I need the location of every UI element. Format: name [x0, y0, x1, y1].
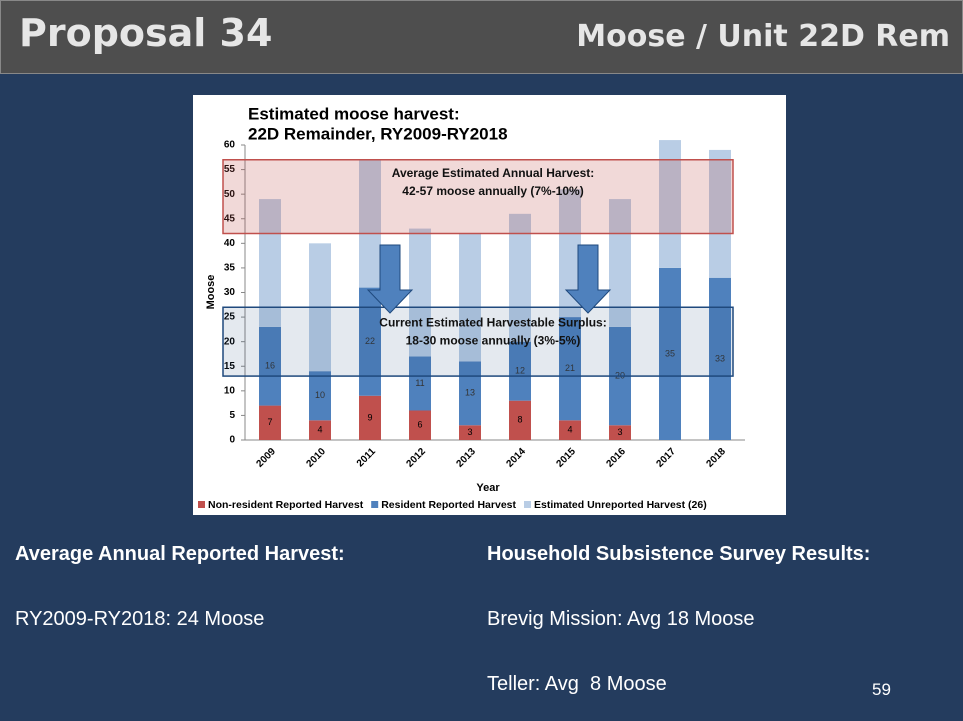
annotation-text: 42-57 moose annually (7%-10%) — [402, 184, 583, 198]
right-line: Brevig Mission: Avg 18 Moose — [487, 608, 755, 630]
bar-segment — [659, 140, 681, 268]
y-tick-label: 15 — [224, 361, 236, 372]
bar-segment — [709, 277, 731, 440]
y-tick-label: 35 — [224, 263, 236, 274]
bar-segment — [459, 425, 481, 440]
legend-label: Non-resident Reported Harvest — [208, 499, 364, 511]
arrow — [564, 244, 612, 314]
data-label: 4 — [567, 425, 572, 435]
x-tick-label: 2012 — [404, 446, 428, 470]
y-tick-label: 55 — [224, 164, 236, 175]
slide-title: Proposal 34 — [19, 11, 273, 55]
data-label: 16 — [265, 361, 275, 371]
y-tick-label: 30 — [224, 287, 236, 298]
slide-subtitle: Moose / Unit 22D Rem — [576, 19, 950, 54]
x-tick-label: 2013 — [454, 446, 478, 470]
chart-title: 22D Remainder, RY2009-RY2018 — [248, 124, 508, 143]
x-tick-label: 2009 — [254, 446, 278, 470]
bar-segment — [509, 341, 531, 401]
annotation-text: Current Estimated Harvestable Surplus: — [379, 315, 606, 329]
bar-segment — [409, 228, 431, 357]
legend-label: Resident Reported Harvest — [381, 499, 516, 511]
x-tick-label: 2018 — [704, 446, 728, 470]
bar-segment — [359, 287, 381, 396]
data-label: 7 — [267, 417, 272, 427]
arrow — [366, 244, 414, 314]
bar-segment — [359, 159, 381, 288]
bar-segment — [659, 267, 681, 440]
chart-title: Estimated moose harvest: — [248, 104, 460, 123]
left-heading: Average Annual Reported Harvest: — [15, 543, 345, 565]
data-label: 33 — [715, 353, 725, 363]
data-label: 35 — [665, 348, 675, 358]
header: Proposal 34 Moose / Unit 22D Rem — [0, 0, 963, 74]
legend-swatch — [198, 501, 205, 508]
x-axis-label: Year — [476, 482, 500, 494]
bar-segment — [409, 356, 431, 411]
page-number: 59 — [872, 680, 891, 699]
x-tick-label: 2015 — [554, 446, 578, 470]
data-label: 3 — [617, 427, 622, 437]
annotation-box — [222, 306, 734, 377]
bar-segment — [259, 405, 281, 440]
annotation-text: 18-30 moose annually (3%-5%) — [406, 333, 581, 347]
bar-segment — [459, 233, 481, 362]
y-tick-label: 10 — [224, 385, 236, 396]
x-tick-label: 2011 — [355, 446, 378, 469]
y-axis-label: Moose — [205, 275, 217, 310]
x-tick-label: 2010 — [304, 446, 328, 470]
bar-segment — [509, 400, 531, 440]
data-label: 12 — [515, 366, 525, 376]
y-tick-label: 40 — [224, 238, 236, 249]
legend-label: Estimated Unreported Harvest (26) — [534, 499, 707, 511]
data-label: 11 — [415, 378, 424, 388]
bar-segment — [309, 371, 331, 421]
data-label: 10 — [315, 390, 325, 400]
x-tick-label: 2016 — [604, 446, 628, 470]
data-label: 6 — [417, 420, 422, 430]
data-label: 13 — [465, 388, 475, 398]
bar-segment — [309, 420, 331, 440]
annotation-box — [222, 159, 734, 235]
chart: Estimated moose harvest: 22D Remainder, … — [198, 104, 745, 511]
bar-segment — [459, 361, 481, 426]
left-line: RY2009-RY2018: 24 Moose — [15, 608, 265, 630]
bar-segment — [559, 420, 581, 440]
annotation-text: Average Estimated Annual Harvest: — [392, 166, 595, 180]
y-tick-label: 20 — [224, 336, 236, 347]
bar-segment — [409, 410, 431, 440]
y-tick-label: 45 — [224, 213, 236, 224]
x-tick-label: 2017 — [654, 446, 678, 470]
y-tick-label: 0 — [229, 435, 235, 446]
bar-segment — [259, 326, 281, 406]
data-label: 9 — [367, 412, 372, 422]
bar-segment — [559, 317, 581, 421]
y-tick-label: 50 — [224, 189, 236, 200]
right-heading: Household Subsistence Survey Results: — [487, 543, 871, 565]
data-label: 8 — [517, 415, 522, 425]
legend-swatch — [524, 501, 531, 508]
data-label: 21 — [565, 363, 575, 373]
x-tick-label: 2014 — [504, 446, 528, 470]
data-label: 3 — [467, 427, 472, 437]
data-label: 4 — [317, 425, 322, 435]
y-tick-label: 25 — [224, 312, 236, 323]
bar-segment — [709, 149, 731, 278]
bar-segment — [259, 199, 281, 327]
bar-segment — [609, 199, 631, 327]
right-line: Teller: Avg 8 Moose — [487, 673, 667, 695]
chart-panel: Estimated moose harvest: 22D Remainder, … — [193, 95, 786, 515]
y-tick-label: 5 — [229, 410, 235, 421]
bar-segment — [509, 213, 531, 342]
y-tick-label: 60 — [224, 140, 236, 151]
bar-segment — [359, 395, 381, 440]
bar-segment — [559, 189, 581, 318]
legend-swatch — [371, 501, 379, 508]
bar-segment — [609, 425, 631, 440]
data-label: 22 — [365, 336, 375, 346]
